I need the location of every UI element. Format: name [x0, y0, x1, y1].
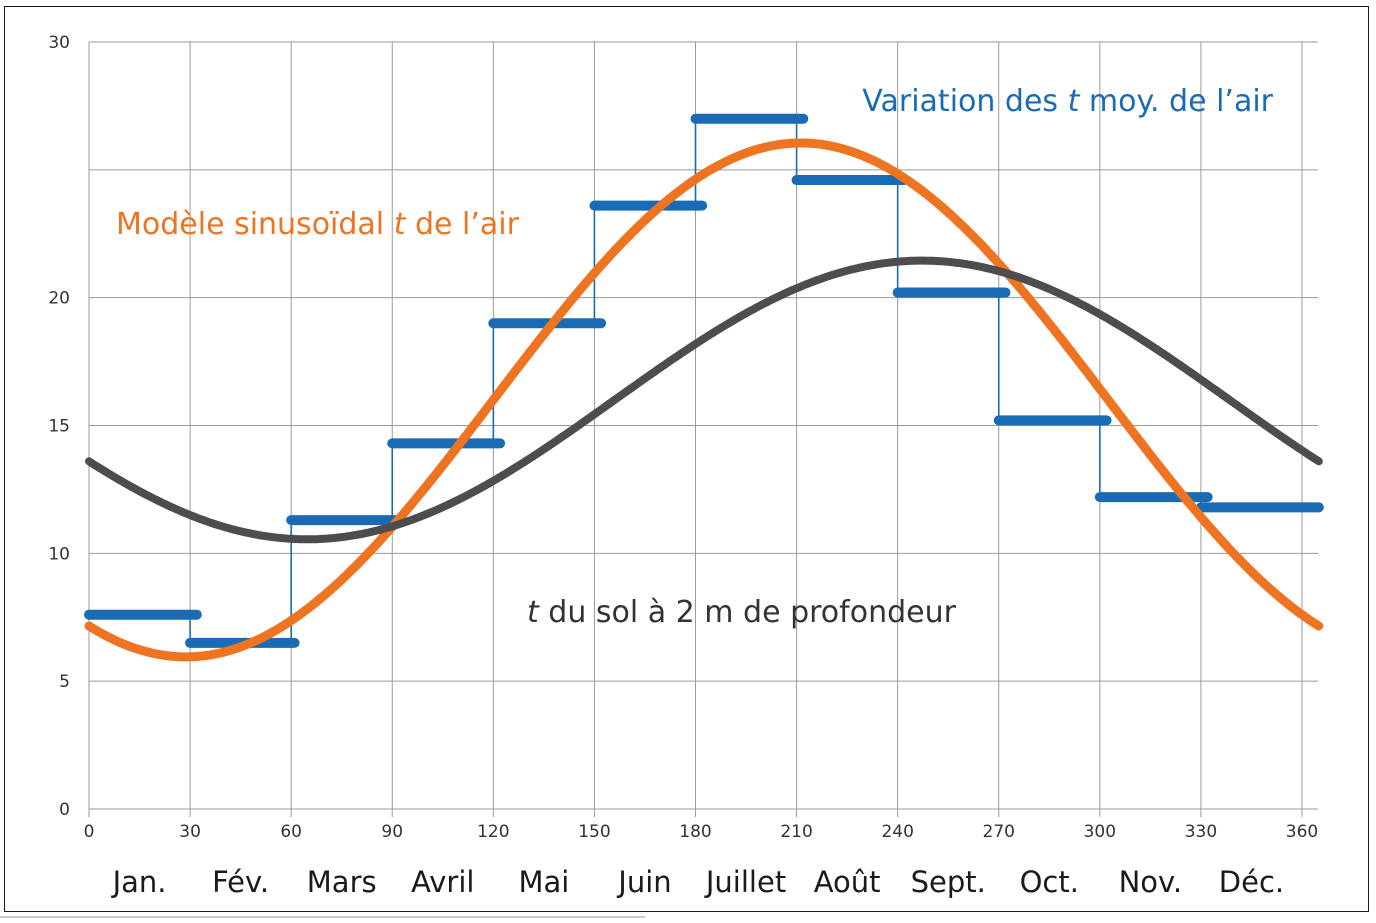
chart-frame [4, 6, 1369, 912]
month-label: Oct. [1020, 865, 1079, 899]
x-tick-label: 0 [84, 822, 95, 842]
y-tick-label: 5 [59, 672, 70, 692]
annotation-soil: t du sol à 2 m de profondeur [527, 595, 957, 630]
annotation-air-variation: Variation des t moy. de l’air [862, 84, 1273, 119]
month-label: Avril [411, 865, 474, 899]
annotation-air-model: Modèle sinusoïdal t de l’air [116, 207, 520, 242]
x-tick-label: 270 [983, 822, 1015, 842]
x-tick-label: 150 [578, 822, 610, 842]
month-label: Mai [518, 865, 569, 899]
x-tick-label: 90 [381, 822, 403, 842]
series-air-model [84, 138, 1324, 662]
air-model-curve [84, 138, 1324, 662]
x-tick-label: 330 [1185, 822, 1217, 842]
x-tick-label: 60 [280, 822, 302, 842]
y-tick-labels: 0 5 10 15 20 30 [48, 33, 70, 820]
soil-curve [85, 256, 1323, 544]
month-label: Juillet [704, 865, 786, 899]
y-tick-label: 20 [48, 289, 70, 309]
x-tick-label: 240 [881, 822, 913, 842]
x-tick-label: 180 [679, 822, 711, 842]
month-label: Sept. [911, 865, 986, 899]
month-label: Juin [616, 865, 671, 899]
series-monthly-air [84, 113, 1324, 648]
x-tick-label: 120 [477, 822, 509, 842]
y-tick-label: 0 [59, 800, 70, 820]
y-tick-label: 15 [48, 417, 70, 437]
month-labels: Jan. Fév. Mars Avril Mai Juin Juillet Août Sept.… [111, 865, 1285, 899]
grid [88, 41, 1318, 817]
x-tick-label: 300 [1084, 822, 1116, 842]
x-tick-label: 30 [179, 822, 201, 842]
month-label: Août [814, 865, 881, 899]
month-label: Nov. [1119, 865, 1183, 899]
month-label: Jan. [111, 865, 167, 899]
y-tick-label: 30 [48, 33, 70, 53]
y-tick-label: 10 [48, 544, 70, 564]
month-label: Fév. [212, 865, 269, 899]
month-label: Déc. [1219, 865, 1284, 899]
series-soil [85, 256, 1323, 544]
x-tick-label: 210 [780, 822, 812, 842]
x-tick-labels: 0 30 60 90 120 150 180 210 240 270 300 330 360 [84, 822, 1319, 842]
month-label: Mars [307, 865, 377, 899]
x-tick-label: 360 [1286, 822, 1318, 842]
